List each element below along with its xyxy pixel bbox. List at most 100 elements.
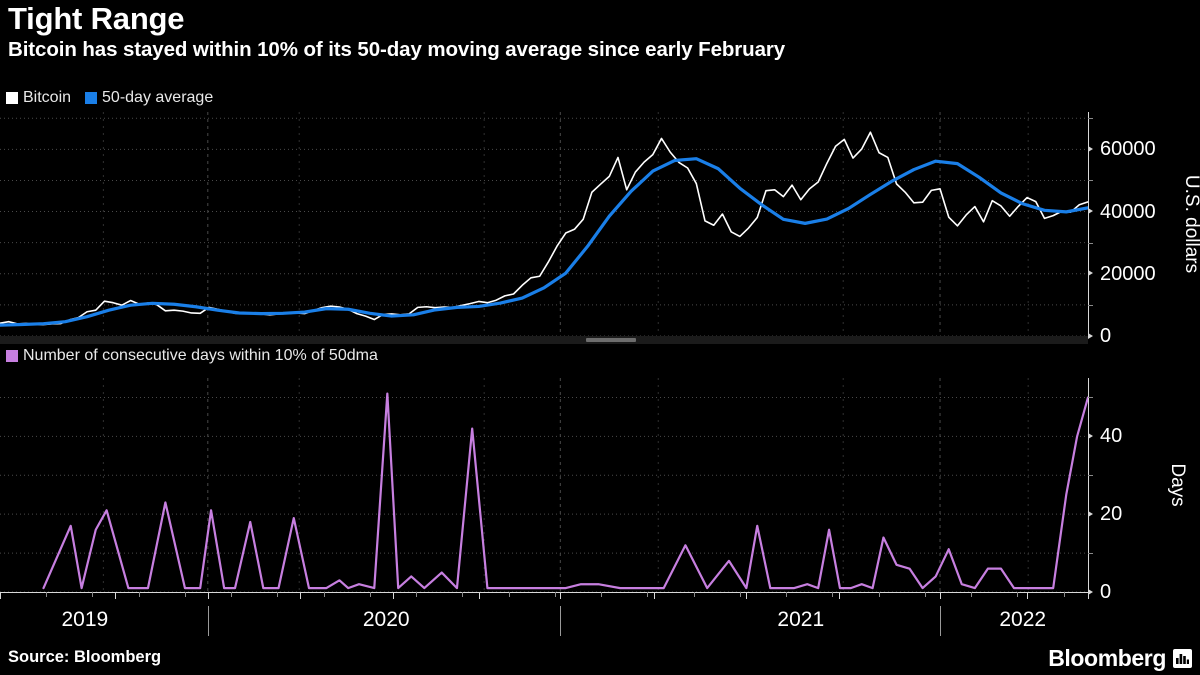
axis-title: U.S. dollars [1181, 174, 1200, 274]
axis-tick-label: 40000 [1100, 200, 1156, 223]
page-subtitle: Bitcoin has stayed within 10% of its 50-… [8, 38, 786, 61]
x-axis-tick-major [300, 592, 302, 599]
x-axis-tick-minor [832, 592, 834, 597]
x-axis-tick-major [115, 592, 117, 599]
x-axis-tick-minor [971, 592, 973, 597]
x-axis-tick-minor [92, 592, 94, 597]
axis-tick-label: 0 [1100, 581, 1112, 603]
x-axis-tick-major [1088, 592, 1089, 599]
x-axis-tick-major [653, 592, 655, 599]
axis-title: Days [1167, 463, 1188, 507]
x-axis-tick-major [478, 592, 480, 599]
axis-spine [1088, 378, 1089, 592]
axis-tick-major [1088, 332, 1093, 339]
x-axis-tick-minor [1063, 592, 1065, 597]
legend-item-50day-average[interactable]: 50-day average [85, 90, 213, 106]
x-axis-line [0, 592, 1088, 593]
x-axis-label-2019: 2019 [61, 608, 109, 631]
series-line [0, 131, 1088, 326]
legend-label-bitcoin: Bitcoin [23, 89, 72, 106]
axis-tick-label: 20000 [1100, 262, 1156, 285]
axis-tick-minor [1088, 242, 1093, 244]
bitcoin-price-chart [0, 112, 1088, 336]
axis-tick-major [1088, 270, 1093, 277]
bitcoin-price-plot-area [0, 112, 1088, 336]
bloomberg-logo: Bloomberg [1048, 645, 1192, 672]
series-line [42, 392, 1088, 590]
x-axis-tick-minor [277, 592, 279, 597]
axis-tick-minor [1088, 397, 1093, 399]
axis-tick-minor [1088, 304, 1093, 306]
axis-tick-label: 0 [1100, 325, 1112, 347]
axis-tick-major [1088, 208, 1093, 215]
legend-label-50day-average: 50-day average [102, 89, 214, 106]
x-axis-year-separator [560, 606, 562, 636]
bloomberg-terminal-icon [1173, 649, 1192, 668]
axis-tick-minor [1088, 118, 1093, 120]
x-axis-tick-major [1027, 592, 1029, 599]
axis-tick-major [1088, 432, 1093, 439]
legend-item-consecutive-days[interactable]: Number of consecutive days within 10% of… [6, 348, 378, 364]
x-axis-tick-minor [554, 592, 556, 597]
x-axis-tick-minor [508, 592, 510, 597]
y-axis-us-dollars: 0 20000 40000 60000 U.S. dollars [1088, 112, 1200, 346]
x-axis-year-separator [207, 606, 209, 636]
x-axis-year-separator [940, 606, 942, 636]
x-axis-tick-minor [693, 592, 695, 597]
legend-item-bitcoin[interactable]: Bitcoin [6, 90, 71, 106]
bloomberg-wordmark: Bloomberg [1048, 645, 1166, 671]
y-axis-days: 0 20 40 Days [1088, 378, 1198, 602]
header: Tight Range Bitcoin has stayed within 10… [8, 2, 1198, 63]
consecutive-days-plot-area [0, 378, 1088, 592]
x-axis-tick-minor [924, 592, 926, 597]
panel-divider [0, 336, 1088, 344]
axis-tick-major [1088, 145, 1093, 152]
x-axis-label-2022: 2022 [999, 608, 1047, 631]
square-swatch-icon [85, 92, 98, 104]
consecutive-days-chart [0, 378, 1088, 592]
x-axis-tick-minor [647, 592, 649, 597]
square-swatch-icon [6, 350, 18, 362]
legend-bottom-chart: Number of consecutive days within 10% of… [6, 348, 392, 364]
x-axis-tick-minor [323, 592, 325, 597]
x-axis-tick-minor [138, 592, 140, 597]
x-axis-tick-major [838, 592, 840, 599]
x-axis-tick-minor [1017, 592, 1019, 597]
x-axis-tick-major [207, 592, 209, 599]
x-axis-tick-major [560, 592, 562, 599]
footer: Source: Bloomberg Bloomberg [0, 645, 1200, 675]
x-axis-tick-minor [601, 592, 603, 597]
axis-spine [1088, 112, 1089, 336]
source-attribution: Source: Bloomberg [8, 648, 162, 666]
x-axis-years: 2019 2020 2021 2022 [0, 592, 1089, 642]
legend-top-chart: Bitcoin 50-day average [6, 90, 227, 106]
axis-tick-minor [1088, 180, 1093, 182]
axis-tick-label: 40 [1100, 425, 1123, 448]
axis-tick-minor [1088, 475, 1093, 477]
axis-tick-major [1088, 510, 1093, 517]
x-axis-label-2020: 2020 [362, 608, 410, 631]
x-axis-tick-minor [46, 592, 48, 597]
square-swatch-icon [6, 92, 18, 104]
axis-tick-label: 60000 [1100, 138, 1156, 161]
x-axis-tick-minor [184, 592, 186, 597]
x-axis-tick-major [392, 592, 394, 599]
x-axis-label-2021: 2021 [777, 608, 825, 631]
x-axis-tick-minor [878, 592, 880, 597]
x-axis-tick-major [0, 592, 1, 599]
x-axis-tick-minor [416, 592, 418, 597]
x-axis-tick-minor [231, 592, 233, 597]
x-axis-tick-major [746, 592, 748, 599]
x-axis-tick-minor [369, 592, 371, 597]
axis-tick-major [1088, 588, 1093, 595]
series-line [0, 157, 1088, 327]
x-axis-tick-minor [739, 592, 741, 597]
panel-resize-handle[interactable] [586, 338, 636, 342]
page-title: Tight Range [8, 1, 185, 36]
x-axis-tick-minor [462, 592, 464, 597]
axis-tick-label: 20 [1100, 503, 1123, 526]
legend-label-consecutive-days: Number of consecutive days within 10% of… [23, 347, 378, 364]
x-axis-tick-major [940, 592, 942, 599]
x-axis-tick-minor [786, 592, 788, 597]
